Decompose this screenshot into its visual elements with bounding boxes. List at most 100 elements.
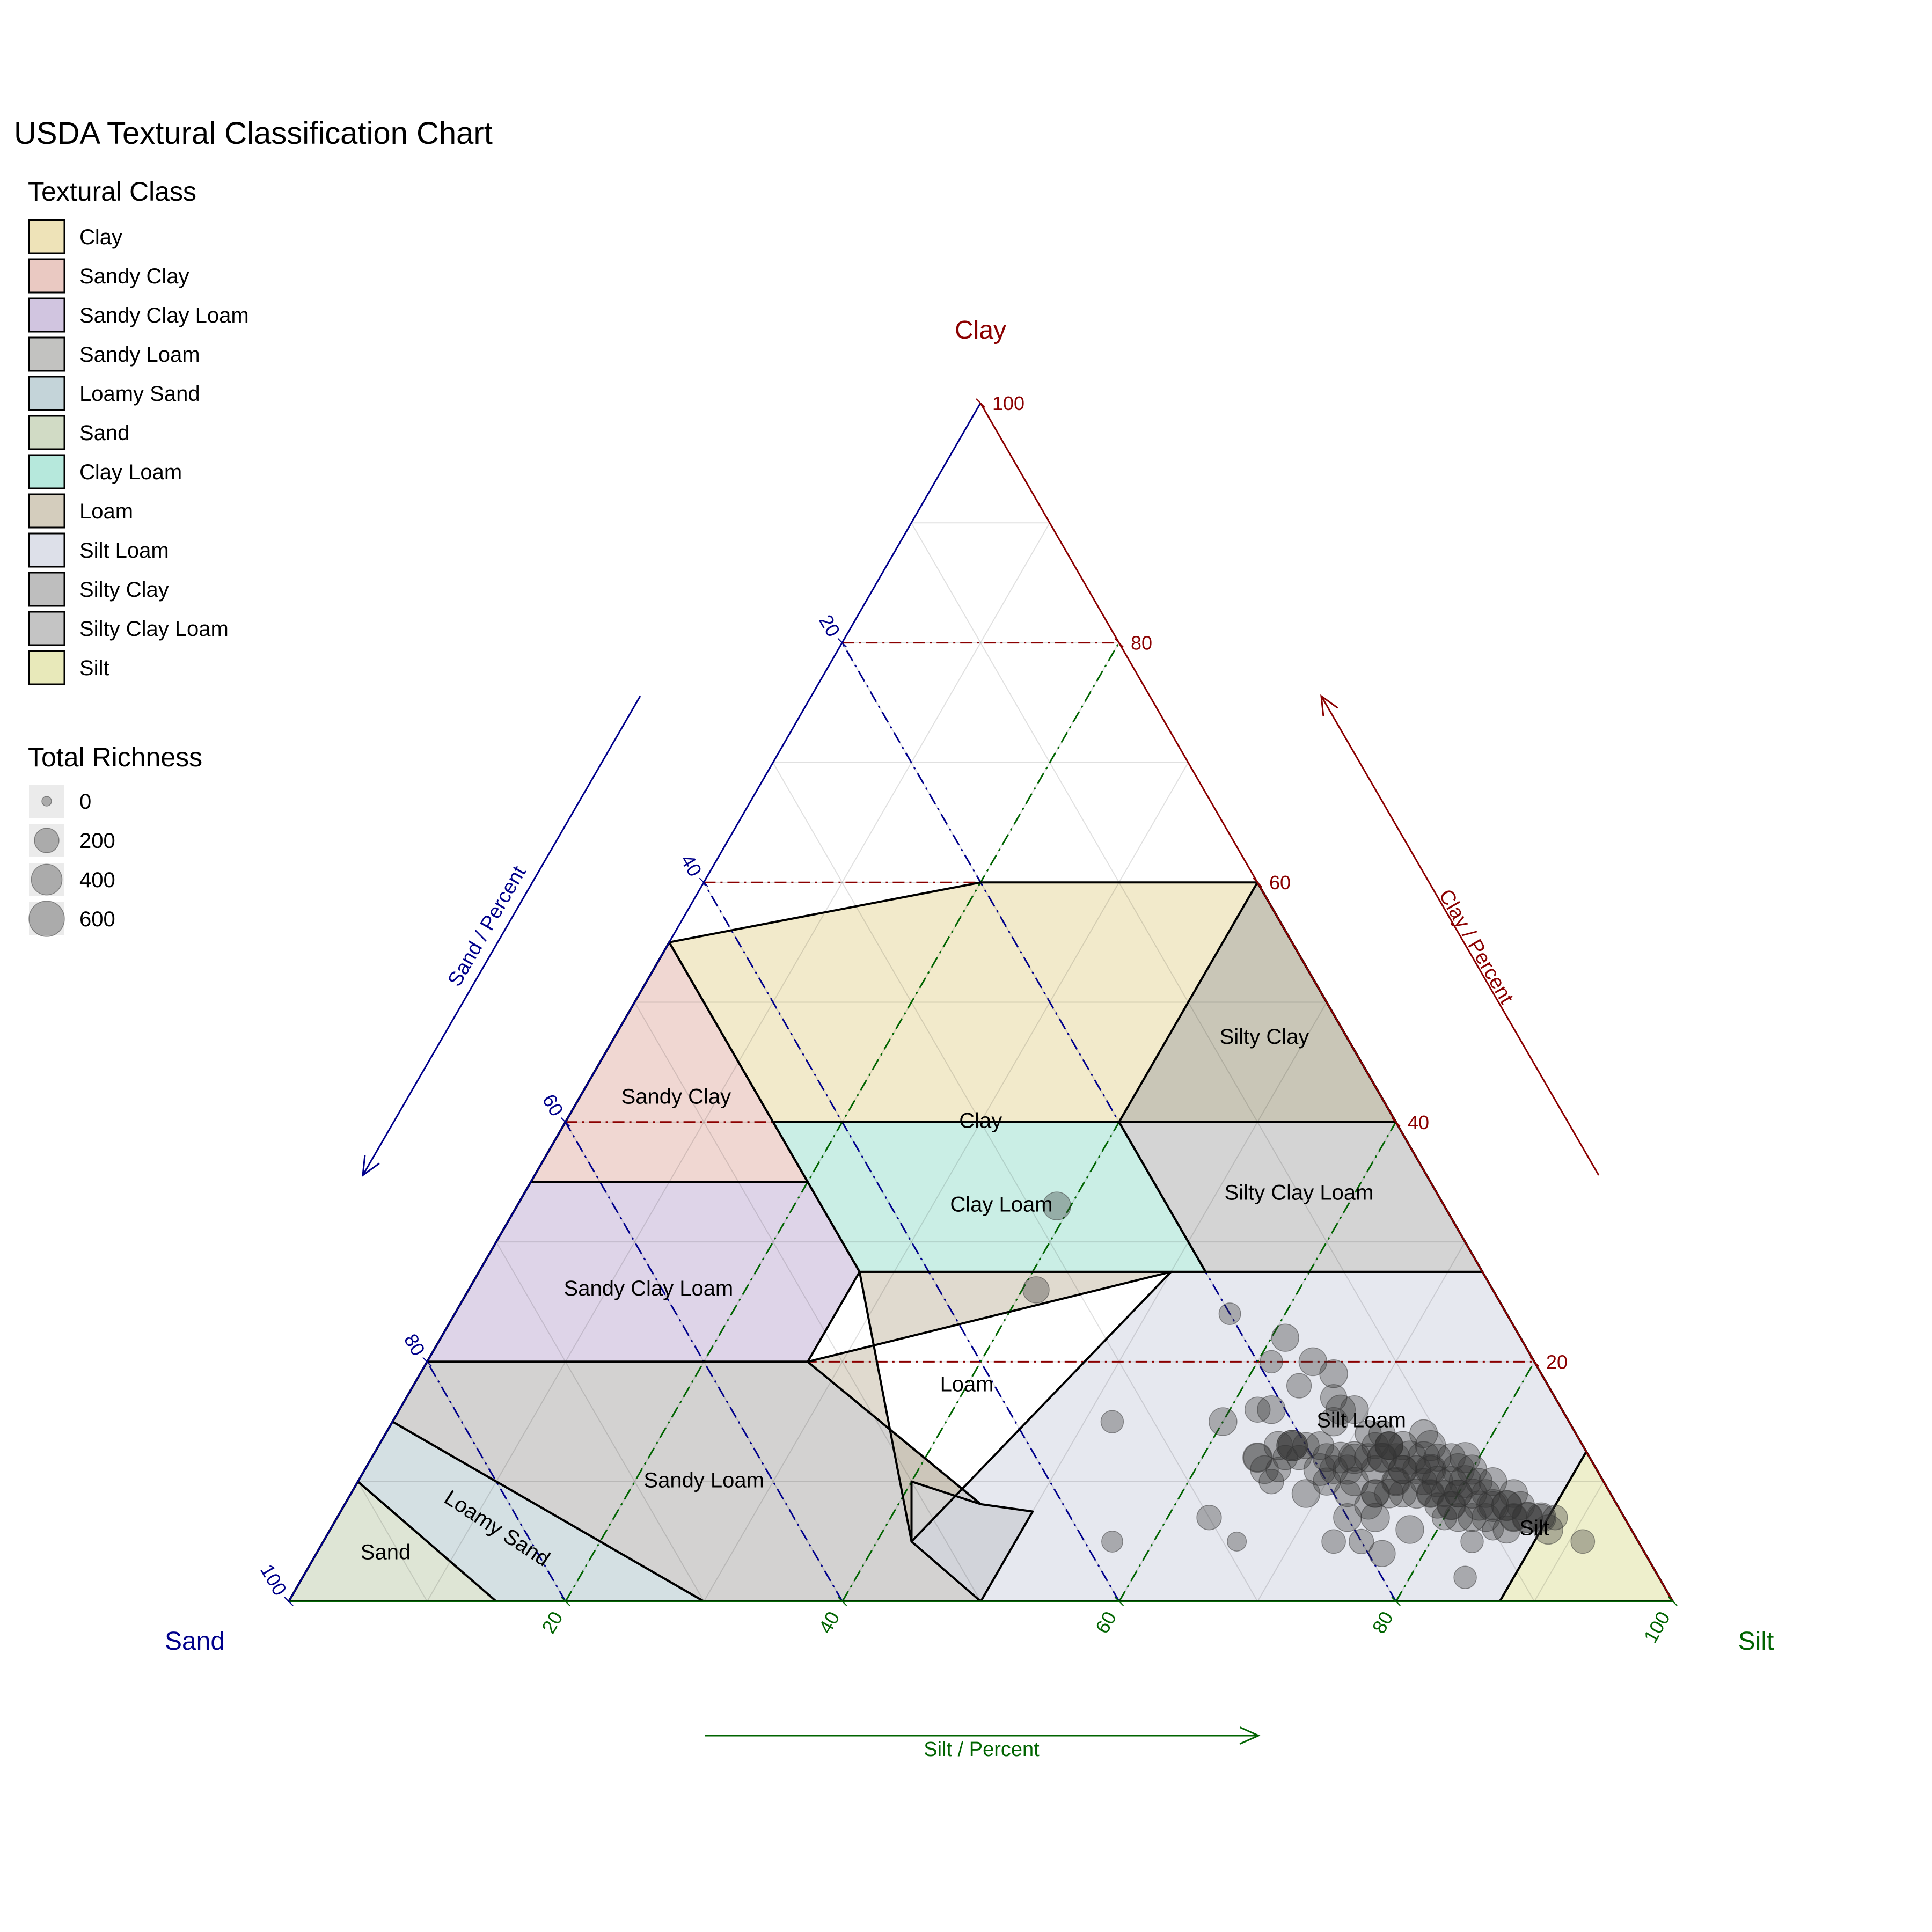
region-clay-loam [773,1122,1206,1272]
region-silt-loam [911,1271,1586,1601]
texture-regions [289,882,1673,1601]
silt-tick-label-80: 80 [1368,1608,1398,1637]
clay-tick-label-100: 100 [992,392,1024,414]
legend-swatch-silty-clay [28,572,65,607]
vertex-label-clay: Clay [955,316,1006,345]
data-point [1360,1479,1390,1508]
sand-tick-mark [560,1117,570,1127]
data-point [1271,1323,1299,1352]
region-label-silty-clay-loam: Silty Clay Loam [1225,1181,1374,1204]
legend-size-label-400: 400 [79,868,115,892]
legend-swatch-sandy-clay [28,258,65,294]
grid-line-sand-30 [772,762,1258,1602]
data-point [1291,1479,1321,1508]
legend-size-key-bg [29,863,64,896]
legend-swatch-loamy-sand [28,376,65,411]
data-point [1257,1395,1286,1424]
data-point [1227,1531,1247,1552]
clay-tick-label-80: 80 [1131,632,1152,654]
ref-line-silt-60 [1118,1122,1397,1602]
legend-swatch-loam [28,493,65,529]
data-point [1286,1373,1312,1399]
region-silt [1396,1451,1673,1601]
sand-tick-label-80: 80 [400,1330,430,1359]
silt-tick-mark [1391,1597,1401,1606]
data-point [1570,1529,1596,1554]
silt-tick-mark [1668,1597,1678,1606]
sand-axis-arrow [362,696,641,1176]
legend-label-sandy-clay: Sandy Clay [79,265,189,288]
data-point [1298,1347,1328,1377]
data-point [1276,1430,1308,1462]
legend-swatch-silt-loam [28,532,65,568]
legend-label-silt: Silt [79,656,109,680]
data-point [1022,1276,1050,1304]
region-label-silt: Silt [1519,1517,1549,1540]
silt-tick-label-60: 60 [1091,1608,1121,1637]
data-point [1417,1480,1444,1507]
grid-line-sand-70 [495,1241,705,1602]
legend-size-label-200: 200 [79,829,115,853]
data-point [1101,1530,1123,1553]
region-label-sandy-clay: Sandy Clay [621,1085,731,1109]
data-point [1340,1467,1370,1496]
clay-axis-arrow [1320,696,1600,1176]
clay-tick-mark [1529,1357,1539,1367]
data-point [1100,1410,1124,1433]
sand-axis-arrow-head [362,1155,380,1177]
data-point [1321,1529,1346,1554]
data-point [1260,1350,1283,1374]
grid-line-sand-50 [634,1001,982,1602]
sand-tick-label-20: 20 [815,611,845,640]
chart-title: USDA Textural Classification Chart [14,116,493,151]
region-label-silt-loam: Silt Loam [1316,1409,1406,1432]
data-point [1265,1457,1291,1483]
legend-swatch-clay-loam [28,454,65,489]
clay-tick-mark [976,398,985,408]
vertex-label-sand: Sand [165,1627,225,1656]
legend-size-key-bg [29,785,64,818]
data-point [1349,1528,1374,1555]
data-point [1409,1419,1438,1448]
legend-title-total-richness: Total Richness [28,742,202,772]
legend-size-key-400 [31,863,63,896]
data-point [1258,1469,1284,1495]
clay-tick-mark [1253,877,1262,887]
legend-swatch-sand [28,415,65,450]
data-point [1196,1505,1222,1531]
sand-axis-line [288,402,982,1602]
silt-tick-mark [1114,1597,1124,1606]
legend-label-sandy-clay-loam: Sandy Clay Loam [79,304,249,327]
data-point [1512,1502,1543,1533]
data-point [1333,1503,1362,1532]
silt-tick-mark [837,1597,847,1606]
data-point [1319,1407,1349,1437]
region-silty-clay [1119,882,1396,1122]
legend-size-label-0: 0 [79,790,91,814]
region-label-clay: Clay [959,1109,1002,1132]
clay-tick-mark [1114,638,1124,648]
legend-label-sand: Sand [79,421,129,445]
sand-tick-label-40: 40 [676,851,706,880]
silt-axis-arrow-head [1239,1726,1261,1745]
region-label-sandy-loam: Sandy Loam [643,1468,764,1492]
data-point [1340,1395,1369,1424]
legend-size-key-600 [28,901,65,937]
data-point [1395,1515,1424,1544]
clay-axis-line [979,402,1674,1602]
data-point [1250,1455,1279,1484]
legend-label-silt-loam: Silt Loam [79,539,169,562]
silt-axis-title: Silt / Percent [924,1738,1040,1761]
data-point [1444,1479,1473,1508]
region-sandy-clay-loam [427,1182,860,1362]
silt-tick-label-20: 20 [537,1608,567,1637]
clay-tick-mark [1391,1117,1401,1127]
data-point [1312,1443,1341,1472]
clay-tick-label-60: 60 [1269,872,1291,894]
data-point [1476,1489,1510,1522]
legend-size-key-bg [29,824,64,857]
data-point [1491,1490,1522,1521]
legend-size-key-bg [29,902,64,935]
clay-axis-title: Clay / Percent [1435,885,1518,1008]
